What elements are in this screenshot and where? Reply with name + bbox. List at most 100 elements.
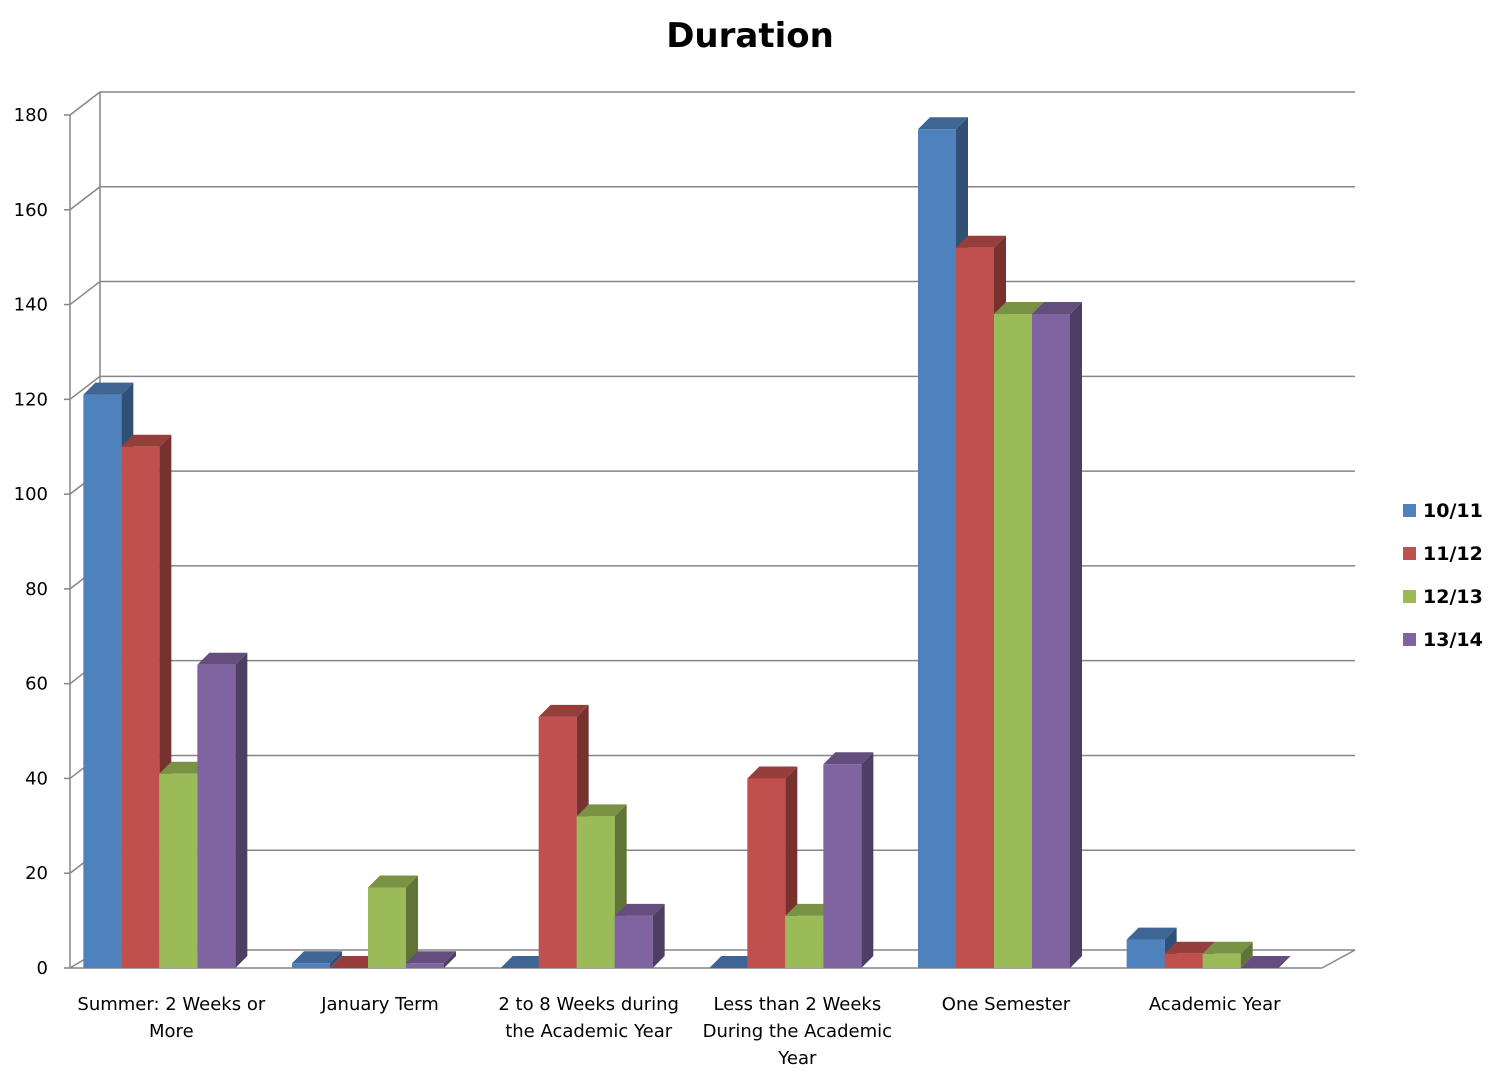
x-axis-ticks: Summer: 2 Weeks or More January Term 2 to 8… xyxy=(77,994,1281,1069)
gridline-side xyxy=(69,280,101,306)
bar-top xyxy=(330,956,380,968)
gridline-side xyxy=(69,91,101,116)
bar xyxy=(709,956,760,968)
bar-top xyxy=(918,117,968,130)
bar-front xyxy=(1126,939,1165,968)
bar-front xyxy=(1164,953,1203,968)
bar xyxy=(500,956,551,968)
bar xyxy=(1032,302,1082,968)
chart-walls xyxy=(69,92,1356,969)
bar-side xyxy=(1070,302,1082,968)
bar-top xyxy=(785,903,836,916)
x-tick-label-line: Academic Year xyxy=(1149,994,1281,1015)
bar-front xyxy=(538,716,577,968)
y-axis-ticks: 0 20 40 60 80 100 120 140 160 180 xyxy=(14,105,48,979)
x-tick-label: 2 to 8 Weeks during the Academic Year xyxy=(498,994,679,1042)
bar xyxy=(292,951,342,968)
legend-label: 13/14 xyxy=(1423,629,1483,651)
bar-side xyxy=(330,951,342,968)
bar-top xyxy=(1164,941,1215,954)
bar-top xyxy=(1032,302,1082,315)
bar-front xyxy=(747,778,786,968)
x-tick-label-line: Less than 2 Weeks xyxy=(713,994,881,1015)
bar-top xyxy=(406,951,456,964)
y-tick-label: 60 xyxy=(25,674,48,695)
bar-side xyxy=(406,875,418,968)
bar-front xyxy=(918,129,956,968)
bar-front xyxy=(83,394,122,968)
x-tick-label: Less than 2 Weeks During the Academic Year xyxy=(703,994,892,1069)
x-tick-label-line: January Term xyxy=(320,994,439,1015)
x-tick-label-line: Summer: 2 Weeks or xyxy=(77,994,265,1015)
gridline-side xyxy=(69,375,101,400)
y-tick-label: 160 xyxy=(14,200,48,221)
bar-front xyxy=(823,764,862,968)
bar-top xyxy=(576,804,627,817)
bar-top xyxy=(368,875,418,888)
gridlines xyxy=(64,91,1355,969)
bar-top xyxy=(823,752,874,765)
gridline-side xyxy=(69,186,101,211)
x-tick-label: Academic Year xyxy=(1149,994,1281,1015)
bar-top xyxy=(747,766,798,779)
x-tick-label-line: 2 to 8 Weeks during xyxy=(498,994,679,1015)
bar-top xyxy=(121,434,172,447)
bar-front xyxy=(1032,314,1070,968)
y-tick-label: 180 xyxy=(14,105,48,126)
bar-front xyxy=(368,887,406,968)
bar-front xyxy=(1202,953,1241,968)
y-tick-label: 120 xyxy=(14,389,48,410)
bar-front xyxy=(956,247,994,968)
bar xyxy=(197,652,248,968)
x-tick-label: Summer: 2 Weeks or More xyxy=(77,994,265,1042)
bar-front xyxy=(614,915,653,968)
bar xyxy=(368,875,418,968)
bar xyxy=(823,752,874,968)
bar-front xyxy=(785,915,824,968)
bar-front xyxy=(292,963,330,968)
bar xyxy=(614,903,665,968)
bar-top xyxy=(709,956,760,968)
legend: 10/11 11/12 12/13 13/14 xyxy=(1403,500,1483,651)
bar-side xyxy=(444,951,456,968)
bar-top xyxy=(500,956,551,968)
bar-side xyxy=(861,752,874,968)
bar-top xyxy=(292,951,342,964)
bar-front xyxy=(121,446,160,968)
bar xyxy=(1202,941,1253,968)
x-tick-label: One Semester xyxy=(942,994,1071,1015)
bar-top xyxy=(956,235,1006,248)
bar-front xyxy=(994,314,1032,968)
y-tick-label: 100 xyxy=(14,484,48,505)
bar-front xyxy=(576,816,615,968)
legend-swatch xyxy=(1403,590,1416,603)
x-tick-label-line: the Academic Year xyxy=(505,1021,673,1042)
bar xyxy=(330,956,380,968)
x-tick-label: January Term xyxy=(320,994,439,1015)
y-tick-label: 140 xyxy=(14,295,48,316)
x-tick-label-line: One Semester xyxy=(942,994,1071,1015)
bar-top xyxy=(83,382,134,395)
y-tick-label: 20 xyxy=(25,863,48,884)
bar-top xyxy=(159,761,210,774)
legend-swatch xyxy=(1403,504,1416,517)
legend-label: 11/12 xyxy=(1423,543,1483,565)
x-tick-label-line: Year xyxy=(777,1048,817,1069)
bar-top xyxy=(614,903,665,916)
legend-swatch xyxy=(1403,547,1416,560)
y-tick-label: 0 xyxy=(37,958,48,979)
bar-side xyxy=(652,903,665,968)
bar-front xyxy=(406,963,444,968)
y-tick-label: 80 xyxy=(25,579,48,600)
bar-top xyxy=(538,704,589,717)
x-tick-label-line: More xyxy=(149,1021,194,1042)
bar-top xyxy=(994,302,1044,315)
floor-right-edge xyxy=(1321,949,1356,969)
legend-label: 10/11 xyxy=(1423,500,1483,522)
bar xyxy=(406,951,456,968)
x-tick-label-line: During the Academic xyxy=(703,1021,892,1042)
bar-top xyxy=(1240,956,1291,968)
legend-label: 12/13 xyxy=(1423,586,1483,608)
bar-top xyxy=(1126,927,1177,940)
